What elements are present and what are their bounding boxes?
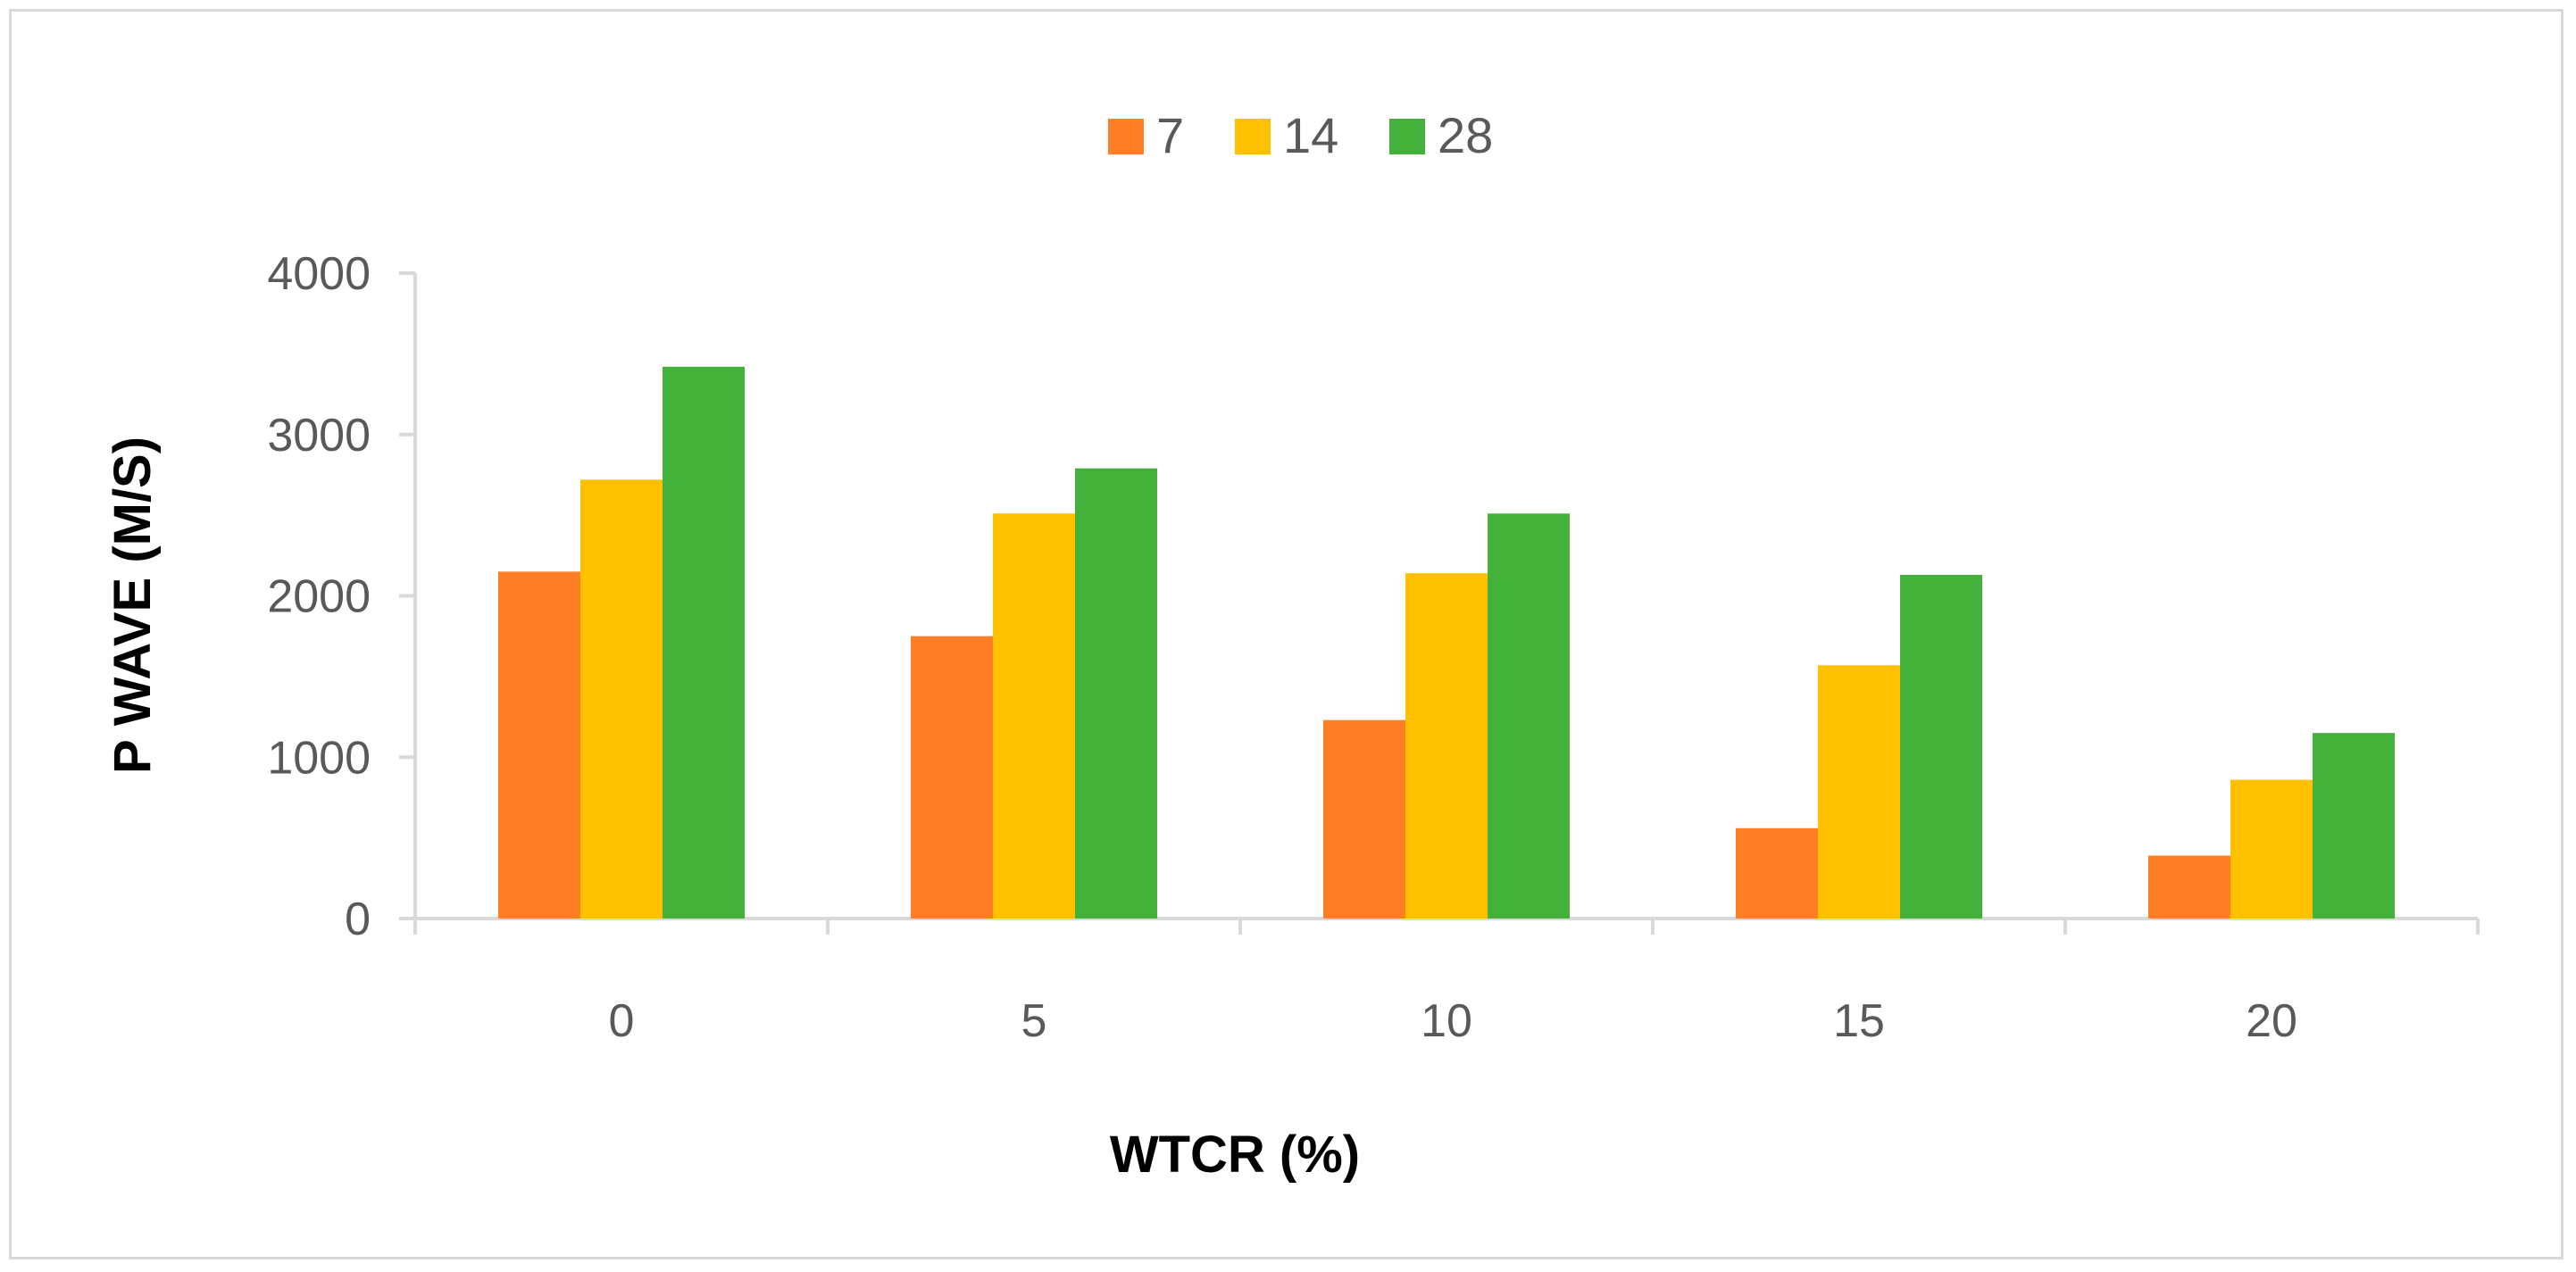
bar-chart: 7 14 28 0 1000 2000 3000 4000 0 5 10 15 20 P WAVE … — [104, 107, 2480, 1184]
bar-series-28-cat-15 — [1900, 575, 1982, 919]
legend-swatch-28 — [1389, 119, 1425, 154]
legend-swatch-7 — [1108, 119, 1144, 154]
y-tick-label: 4000 — [267, 248, 371, 300]
bar-series-28-cat-5 — [1075, 468, 1157, 919]
x-tick-label: 0 — [609, 995, 635, 1047]
legend: 7 14 28 — [1108, 107, 1493, 163]
bar-series-28-cat-10 — [1488, 513, 1570, 919]
bars — [498, 366, 2395, 919]
x-axis: 0 5 10 15 20 — [413, 917, 2480, 1047]
y-tick-label: 1000 — [267, 732, 371, 784]
bar-series-14-cat-20 — [2230, 779, 2313, 919]
legend-swatch-14 — [1235, 119, 1271, 154]
chart-frame: 7 14 28 0 1000 2000 3000 4000 0 5 10 15 20 P WAVE … — [9, 9, 2563, 1260]
y-tick-label: 0 — [345, 894, 371, 945]
legend-label-14: 14 — [1283, 107, 1338, 163]
bar-series-14-cat-10 — [1405, 573, 1488, 919]
bar-series-14-cat-15 — [1818, 665, 1900, 919]
x-axis-title: WTCR (%) — [1110, 1126, 1360, 1184]
x-tick-label: 5 — [1021, 995, 1047, 1047]
bar-series-7-cat-15 — [1736, 827, 1818, 919]
bar-series-14-cat-0 — [580, 479, 663, 919]
x-tick-label: 20 — [2246, 995, 2297, 1047]
bar-series-28-cat-0 — [663, 366, 745, 919]
y-tick-label: 3000 — [267, 410, 371, 461]
bar-series-7-cat-10 — [1323, 719, 1405, 919]
y-tick-label: 2000 — [267, 571, 371, 623]
bar-series-14-cat-5 — [993, 513, 1075, 919]
bar-series-28-cat-20 — [2313, 733, 2395, 919]
legend-label-28: 28 — [1438, 107, 1493, 163]
bar-series-7-cat-5 — [911, 636, 993, 919]
x-tick-label: 15 — [1833, 995, 1885, 1047]
bar-series-7-cat-0 — [498, 571, 580, 919]
y-axis-title: P WAVE (M/S) — [104, 436, 162, 774]
x-tick-label: 10 — [1421, 995, 1472, 1047]
legend-label-7: 7 — [1156, 107, 1184, 163]
y-axis: 0 1000 2000 3000 4000 — [267, 248, 417, 945]
bar-series-7-cat-20 — [2148, 855, 2230, 919]
